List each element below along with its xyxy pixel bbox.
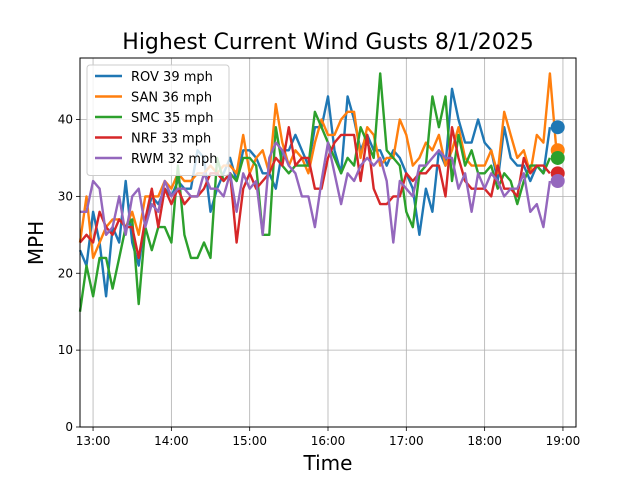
axis-ticks: 13:00 14:00 15:00 16:00 17:00 18:00 19:00 0 10 20… xyxy=(58,113,581,449)
latest-marker-rov xyxy=(550,120,565,135)
chart-title: Highest Current Wind Gusts 8/1/2025 xyxy=(122,30,533,55)
legend: ROV 39 mph SAN 36 mph SMC 35 mph NRF 33 mph… xyxy=(86,64,230,176)
x-tick-label: 13:00 xyxy=(76,434,111,448)
y-tick-label: 30 xyxy=(58,189,73,203)
x-tick-label: 19:00 xyxy=(546,434,581,448)
x-axis-label: Time xyxy=(303,451,353,475)
series-line-nrf xyxy=(79,125,551,260)
legend-label-rwm: RWM 32 mph xyxy=(131,152,218,167)
y-tick-label: 40 xyxy=(58,113,73,127)
x-tick-label: 17:00 xyxy=(389,434,424,448)
y-tick-label: 0 xyxy=(65,420,73,434)
series-lines xyxy=(78,72,558,312)
latest-marker-smc xyxy=(550,150,565,165)
legend-box xyxy=(86,64,230,176)
x-tick-label: 14:00 xyxy=(154,434,189,448)
latest-marker-rwm xyxy=(550,174,565,188)
latest-value-markers xyxy=(550,120,565,188)
x-tick-label: 18:00 xyxy=(467,434,502,448)
legend-label-smc: SMC 35 mph xyxy=(131,111,214,126)
legend-label-san: SAN 36 mph xyxy=(131,91,212,106)
y-tick-label: 10 xyxy=(58,343,73,357)
y-axis-label: MPH xyxy=(24,221,48,265)
x-tick-label: 15:00 xyxy=(232,434,267,448)
series-line-rov xyxy=(78,87,552,298)
x-tick-label: 16:00 xyxy=(311,434,346,448)
legend-label-rov: ROV 39 mph xyxy=(131,70,213,85)
legend-label-nrf: NRF 33 mph xyxy=(131,132,211,147)
y-tick-label: 20 xyxy=(58,266,73,280)
series-line-rwm xyxy=(80,141,552,244)
